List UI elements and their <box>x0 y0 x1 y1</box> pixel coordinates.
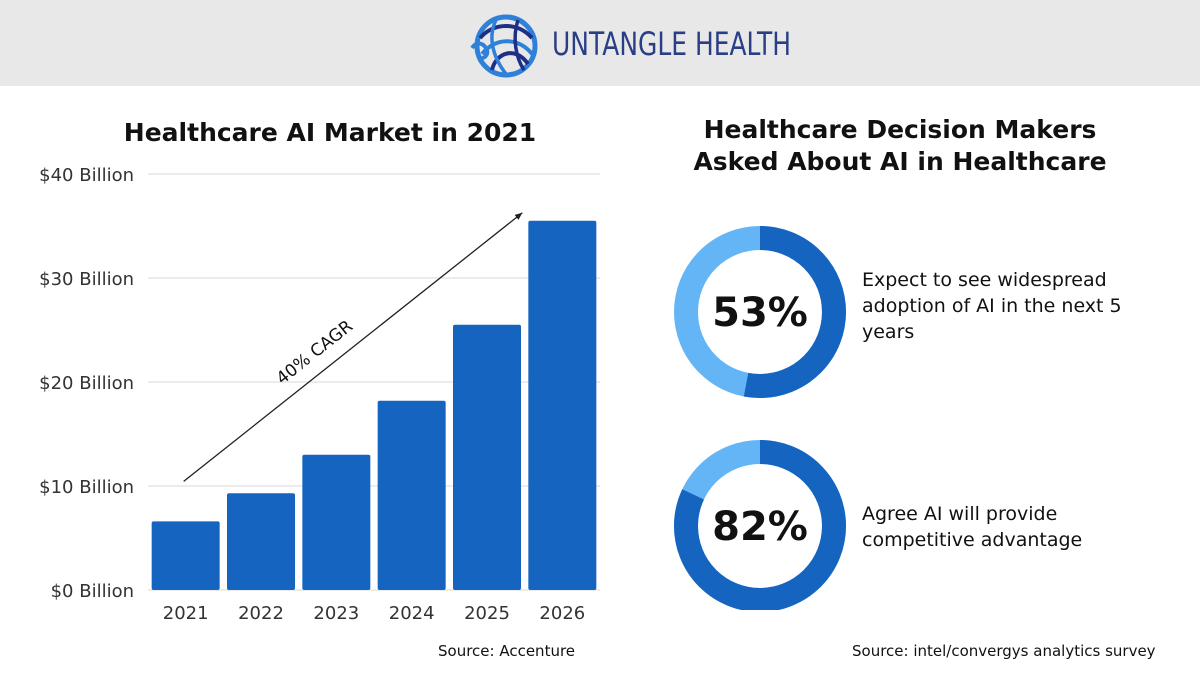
yarn-ball-logo-icon <box>470 14 538 78</box>
bar <box>302 454 371 590</box>
brand-name: UNTANGLE HEALTH <box>552 25 792 63</box>
x-tick-label: 2021 <box>163 603 209 624</box>
y-tick-label: $40 Billion <box>39 165 134 186</box>
bar <box>453 324 521 590</box>
stat-2-description: Agree AI will provide competitive advant… <box>862 503 1083 551</box>
x-tick-label: 2023 <box>313 603 359 624</box>
donut-charts: 53% 82% <box>674 226 846 610</box>
bar <box>151 521 220 590</box>
bar-chart-title: Healthcare AI Market in 2021 <box>123 118 537 147</box>
x-tick-label: 2024 <box>389 603 435 624</box>
stat-1-description: Expect to see widespread adoption of AI … <box>862 269 1122 343</box>
bar <box>377 400 446 590</box>
bar-chart-source: Source: Accenture <box>438 642 576 660</box>
x-tick-label: 2022 <box>238 603 284 624</box>
donut-percent-label: 82% <box>712 504 808 550</box>
donut-percent-label: 53% <box>712 290 808 336</box>
survey-source: Source: intel/convergys analytics survey <box>852 642 1156 660</box>
survey-title-line-1: Healthcare Decision Makers <box>703 115 1097 144</box>
y-tick-label: $0 Billion <box>51 581 134 602</box>
bar <box>227 493 295 590</box>
donut-value-arc <box>674 226 846 398</box>
cagr-trend-line <box>183 212 523 482</box>
header-banner: UNTANGLE HEALTH <box>0 0 1200 86</box>
survey-title: Healthcare Decision Makers Asked About A… <box>640 114 1160 178</box>
bar <box>528 220 597 591</box>
donut-value-arc <box>674 440 846 610</box>
y-tick-label: $20 Billion <box>39 373 134 394</box>
x-tick-label: 2026 <box>539 603 585 624</box>
y-tick-label: $10 Billion <box>39 477 134 498</box>
survey-title-line-2: Asked About AI in Healthcare <box>693 147 1107 176</box>
y-tick-label: $30 Billion <box>39 269 134 290</box>
cagr-arrowhead <box>514 212 523 220</box>
x-tick-label: 2025 <box>464 603 510 624</box>
bar-chart: $0 Billion $10 Billion $20 Billion $30 Bill… <box>39 165 600 624</box>
